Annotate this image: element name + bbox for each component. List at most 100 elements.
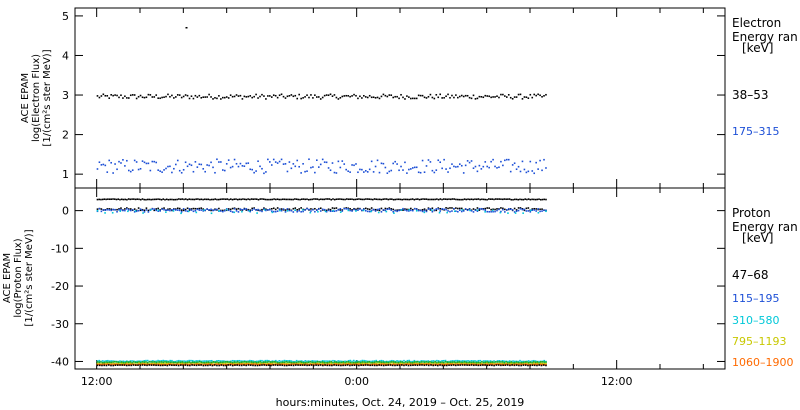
proton-series-0-point (380, 198, 383, 201)
proton-series-7-point (155, 361, 158, 364)
proton-series-7-point (275, 361, 277, 363)
proton-series-2-point (257, 208, 259, 211)
electron-series-1-point (384, 166, 387, 169)
electron-series-0-point (410, 97, 412, 100)
proton-series-0-point (183, 198, 185, 201)
electron-series-1-point (235, 162, 238, 165)
proton-series-6-point (372, 360, 374, 363)
proton-series-0-point (269, 198, 272, 201)
electron-series-0-point (122, 97, 124, 99)
proton-series-8-point (236, 364, 239, 366)
proton-series-5-point (316, 363, 319, 365)
electron-series-1-point (155, 161, 158, 164)
proton-series-2-point (231, 211, 234, 213)
proton-series-2-point (98, 207, 101, 210)
electron-series-0-point (429, 93, 432, 96)
proton-series-2-point (137, 209, 140, 212)
proton-series-5-point (370, 363, 372, 366)
proton-series-1-point (388, 207, 391, 209)
proton-series-4-point (212, 362, 215, 364)
proton-series-2-point (410, 209, 412, 212)
proton-series-5-point (489, 363, 492, 366)
proton-series-6-point (268, 359, 270, 362)
proton-series-4-point (533, 362, 535, 364)
proton-series-8-point (479, 364, 482, 367)
proton-series-7-point (420, 361, 423, 363)
proton-series-8-point (193, 364, 196, 367)
proton-series-2-point (196, 208, 199, 211)
proton-series-0-point (394, 198, 397, 201)
proton-series-5-point (342, 363, 345, 366)
proton-series-4-point (423, 362, 426, 365)
proton-series-1-point (504, 208, 506, 211)
proton-series-7-point (205, 361, 208, 364)
proton-series-2-point (425, 210, 428, 213)
electron-series-1-point (261, 167, 263, 170)
proton-series-7-point (146, 361, 149, 364)
proton-series-8-point (367, 364, 369, 366)
proton-series-4-point (145, 362, 147, 365)
proton-series-8-point (527, 364, 529, 367)
proton-series-5-point (422, 363, 424, 365)
proton-series-5-point (380, 363, 383, 366)
proton-series-8-point (495, 364, 498, 366)
proton-series-6-point (462, 360, 464, 362)
proton-series-8-point (331, 364, 333, 367)
electron-series-1-point (441, 167, 443, 170)
proton-series-8-point (304, 364, 306, 366)
proton-series-1-point (331, 207, 334, 209)
proton-series-1-point (535, 208, 537, 210)
proton-series-3-point (385, 210, 388, 213)
proton-series-1-point (539, 208, 541, 211)
proton-series-5-point (496, 363, 499, 365)
proton-series-7-point (294, 361, 296, 364)
proton-series-0-point (181, 198, 184, 200)
proton-series-5-point (500, 363, 502, 366)
proton-series-7-point (541, 361, 544, 363)
proton-series-6-point (430, 360, 433, 362)
proton-series-7-point (491, 361, 494, 363)
proton-series-1-point (200, 207, 203, 209)
proton-series-1-point (378, 209, 381, 212)
electron-series-0-point (300, 97, 302, 100)
electron-ytick-label: 2 (62, 129, 69, 142)
proton-series-7-point (339, 361, 341, 364)
proton-series-0-point (339, 198, 341, 200)
proton-series-0-point (133, 198, 135, 200)
proton-series-4-point (198, 362, 201, 365)
proton-series-3-point (339, 211, 342, 213)
proton-series-4-point (266, 362, 268, 365)
proton-series-2-point (543, 209, 545, 212)
proton-series-2-point (141, 209, 144, 212)
proton-series-4-point (401, 362, 404, 365)
proton-series-7-point (510, 361, 513, 363)
proton-series-0-point (139, 198, 142, 201)
electron-series-0-point (253, 95, 255, 98)
electron-series-0-point (464, 94, 467, 97)
proton-series-6-point (456, 359, 459, 362)
proton-series-1-point (366, 208, 369, 210)
electron-legend: Electron Energy ran [keV] 38–53 175–315 (732, 16, 798, 138)
proton-series-7-point (276, 361, 279, 364)
proton-series-5-point (358, 363, 360, 366)
electron-ytick-label: 3 (62, 89, 69, 102)
proton-series-7-point (534, 361, 537, 364)
proton-series-1-point (139, 209, 142, 212)
proton-series-8-point (360, 364, 362, 366)
proton-series-0-point (195, 198, 197, 200)
proton-series-6-point (181, 360, 184, 362)
proton-series-1-point (270, 207, 273, 210)
proton-series-0-point (522, 198, 525, 201)
proton-series-6-point (264, 359, 267, 362)
proton-series-6-point (349, 359, 352, 362)
proton-series-0-point (160, 198, 163, 201)
electron-series-1-point (171, 171, 173, 174)
proton-series-8-point (157, 364, 160, 367)
proton-series-2-point (504, 211, 506, 213)
electron-series-1-point (425, 165, 428, 167)
proton-series-2-point (486, 210, 489, 213)
proton-series-5-point (417, 363, 419, 366)
proton-series-0-point (512, 198, 514, 201)
electron-series-1-point (533, 172, 536, 175)
electron-series-0-point (241, 98, 244, 100)
